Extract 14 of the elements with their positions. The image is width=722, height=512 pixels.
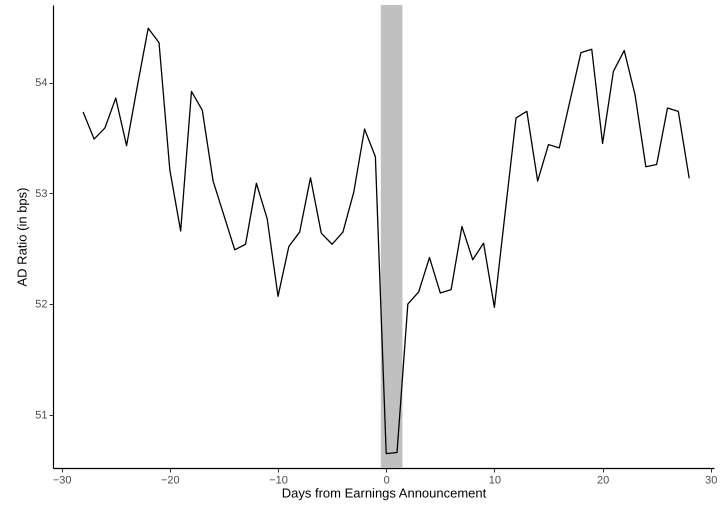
- x-tick-label: −30: [52, 474, 72, 486]
- x-tick-label: −20: [161, 474, 180, 486]
- x-tick-label: 0: [384, 474, 390, 486]
- line-series: [82, 28, 690, 454]
- y-tick-label: 54: [35, 77, 48, 90]
- x-tick-label: 10: [488, 474, 502, 486]
- x-tick-label: −10: [269, 474, 288, 486]
- y-tick-label: 53: [35, 188, 48, 200]
- x-tick-label: 30: [705, 474, 718, 486]
- y-tick-label: 51: [35, 409, 48, 422]
- x-tick-label: 20: [596, 474, 610, 486]
- x-axis-title: Days from Earnings Announcement: [282, 486, 487, 500]
- y-tick-label: 52: [35, 298, 48, 311]
- y-axis-title: AD Ratio (in bps): [14, 188, 30, 286]
